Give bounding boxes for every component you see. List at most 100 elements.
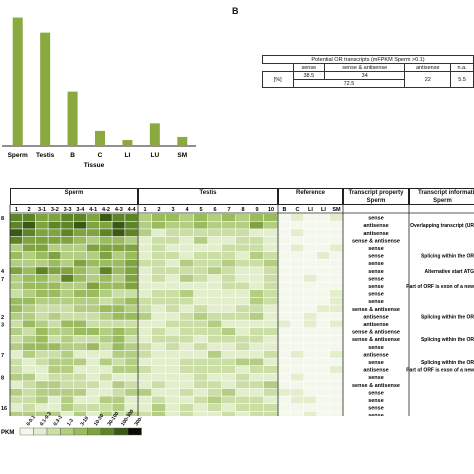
heatmap-cell (330, 411, 343, 416)
heatmap-cell (166, 282, 180, 290)
heatmap-cell (236, 373, 250, 381)
heatmap-cell (48, 236, 61, 244)
heatmap-cell (330, 274, 343, 282)
heatmap-cell (86, 312, 99, 320)
heatmap-cell (330, 305, 343, 313)
heatmap-cell (112, 381, 125, 389)
heatmap-cell (208, 305, 222, 313)
heatmap-cell (86, 236, 99, 244)
heatmap-cell (250, 282, 264, 290)
heatmap-cell (264, 221, 278, 229)
heatmap-cell (166, 297, 180, 305)
legend-swatch (127, 427, 142, 436)
heatmap-cell (180, 350, 194, 358)
column-label: 2 (28, 207, 31, 213)
heatmap-cell (317, 411, 330, 416)
heatmap-cell (317, 404, 330, 411)
heatmap-cell (138, 244, 152, 252)
heatmap-cell (86, 366, 99, 373)
legend-swatch (19, 427, 34, 436)
heatmap-cell (10, 305, 23, 313)
heatmap-cell (99, 290, 112, 297)
heatmap-cell (264, 252, 278, 259)
property-group-box: Transcript property Sperm (343, 188, 409, 205)
tick-label: C (98, 152, 103, 159)
legend-bin-label: 10-30 (93, 413, 105, 427)
heatmap-cell (152, 290, 166, 297)
heatmap-cell (304, 350, 317, 358)
heatmap-cell (125, 388, 138, 396)
transcript-info: Splicing within the OR (421, 254, 474, 260)
value-na: 5.5 (450, 71, 474, 88)
heatmap-cell (304, 221, 317, 229)
heatmap-cell (125, 236, 138, 244)
heatmap-cell (10, 267, 23, 275)
heatmap-cell (194, 396, 208, 404)
bar-c (95, 130, 105, 146)
heatmap-cell (10, 312, 23, 320)
heatmap-cell (236, 244, 250, 252)
heatmap-cell (22, 343, 35, 351)
heatmap-cell (61, 267, 74, 275)
column-label: 3 (171, 207, 174, 213)
heatmap-cell (74, 252, 87, 259)
heatmap-cell (138, 267, 152, 275)
heatmap-cell (86, 343, 99, 351)
heatmap-cell (194, 411, 208, 416)
heatmap-cell (264, 297, 278, 305)
heatmap-cell (138, 381, 152, 389)
heatmap-cell (278, 267, 291, 275)
heatmap-cell (330, 373, 343, 381)
heatmap-cell (304, 373, 317, 381)
heatmap-cell (304, 358, 317, 366)
heatmap-cell (278, 396, 291, 404)
heatmap-cell (208, 328, 222, 335)
heatmap-cell (264, 259, 278, 267)
heatmap-cell (236, 388, 250, 396)
heatmap-cell (166, 244, 180, 252)
heatmap-cell (35, 411, 48, 416)
heatmap-cell (264, 373, 278, 381)
transcript-property: sense & antisense (352, 337, 400, 343)
heatmap-cell (194, 312, 208, 320)
heatmap-cell (304, 404, 317, 411)
legend-unit: PKM (1, 430, 14, 436)
heatmap-cell (138, 312, 152, 320)
legend-swatch (60, 427, 75, 436)
heatmap-cell (291, 366, 304, 373)
heatmap-cell (264, 396, 278, 404)
heatmap-cell (10, 274, 23, 282)
heatmap-cell (222, 259, 236, 267)
heatmap-cell (250, 290, 264, 297)
reference-group-header: Reference (295, 190, 325, 196)
heatmap-cell (48, 328, 61, 335)
legend-bin-label: 0.1-0.3 (39, 411, 53, 427)
heatmap-cell (61, 335, 74, 343)
column-label: 3-2 (51, 207, 59, 213)
heatmap-cell (291, 274, 304, 282)
heatmap-cell (74, 388, 87, 396)
heatmap-cell (250, 221, 264, 229)
heatmap-cell (304, 290, 317, 297)
heatmap-cell (236, 358, 250, 366)
transcript-info: Part of ORF is exon of a new (406, 284, 474, 290)
heatmap-cell (22, 388, 35, 396)
heatmap-cell (22, 411, 35, 416)
row-marker: 8 (1, 216, 4, 222)
heatmap-cell (291, 236, 304, 244)
heatmap-cell (74, 282, 87, 290)
heatmap-cell (86, 381, 99, 389)
bar-b (67, 91, 78, 146)
heatmap-cell (264, 328, 278, 335)
legend-swatch (114, 427, 129, 436)
heatmap-cell (264, 236, 278, 244)
heatmap-cell (222, 305, 236, 313)
heatmap-cell (250, 396, 264, 404)
heatmap-cell (152, 328, 166, 335)
heatmap-cell (166, 214, 180, 221)
heatmap-cell (222, 244, 236, 252)
heatmap-cell (291, 312, 304, 320)
heatmap-cell (61, 320, 74, 328)
column-label: 4-4 (128, 207, 137, 213)
heatmap-cell (138, 396, 152, 404)
